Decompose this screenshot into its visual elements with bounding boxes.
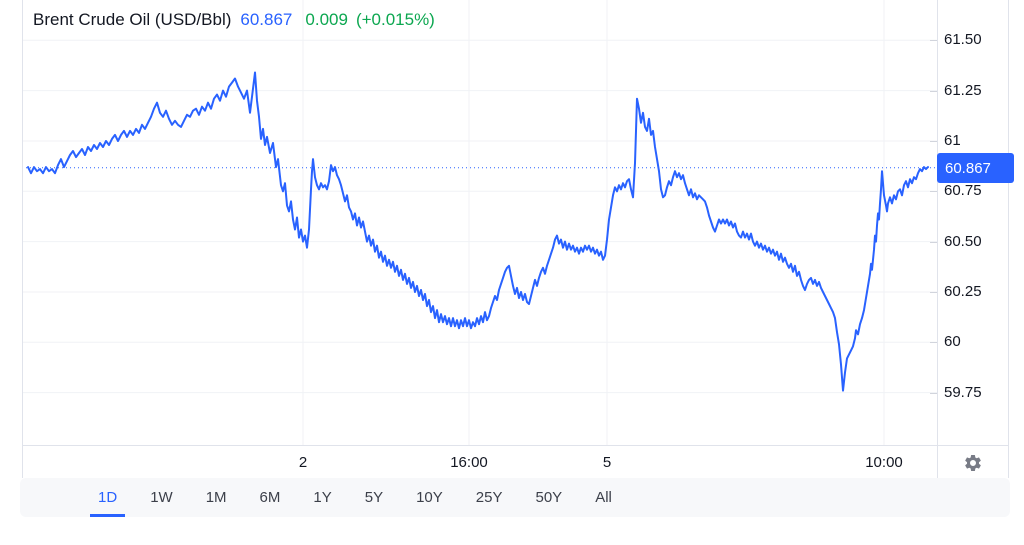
settings-button[interactable] — [962, 452, 984, 474]
time-axis-label: 16:00 — [450, 454, 488, 471]
symbol-title: Brent Crude Oil (USD/Bbl) — [33, 10, 232, 29]
range-tab-10y[interactable]: 10Y — [416, 489, 443, 506]
time-axis-label: 5 — [602, 454, 612, 471]
range-tab-5y[interactable]: 5Y — [364, 489, 384, 506]
price-axis-label: 60 — [944, 333, 961, 351]
range-tab-25y[interactable]: 25Y — [475, 489, 503, 506]
price-change-percent: (+0.015%) — [355, 10, 435, 29]
chart-header: Brent Crude Oil (USD/Bbl) 60.867 0.009 (… — [33, 10, 435, 30]
price-axis-label: 61.25 — [944, 81, 982, 99]
price-axis-label: 61 — [944, 131, 961, 149]
plot-left-border — [22, 0, 23, 478]
current-price-badge: 60.867 — [937, 153, 1014, 183]
widget-right-border — [1008, 0, 1009, 478]
price-axis-border — [937, 0, 938, 478]
price-axis-label: 60.50 — [944, 232, 982, 250]
range-tab-1w[interactable]: 1W — [150, 489, 173, 506]
price-axis-label: 60.25 — [944, 282, 982, 300]
range-tab-6m[interactable]: 6M — [259, 489, 281, 506]
current-price-badge-label: 60.867 — [945, 159, 991, 177]
time-axis-label: 10:00 — [865, 454, 903, 471]
price-axis-label: 59.75 — [944, 383, 982, 401]
gear-icon — [965, 454, 981, 471]
range-tab-all[interactable]: All — [595, 489, 612, 506]
range-tab-50y[interactable]: 50Y — [535, 489, 563, 506]
range-tab-1y[interactable]: 1Y — [313, 489, 332, 506]
price-series-line — [27, 71, 929, 392]
price-axis-label: 61.50 — [944, 31, 982, 49]
chart-plot-area[interactable] — [22, 0, 937, 445]
time-axis-label: 2 — [298, 454, 308, 471]
range-tab-bar: 1D 1W 1M 6M 1Y 5Y 10Y 25Y 50Y All — [20, 478, 1010, 517]
range-tab-1d[interactable]: 1D — [90, 478, 126, 517]
time-axis-border — [22, 445, 1009, 446]
range-tab-1m[interactable]: 1M — [205, 489, 227, 506]
price-change: 0.009 — [305, 10, 348, 29]
price-axis-label: 60.75 — [944, 182, 982, 200]
last-price: 60.867 — [240, 10, 293, 29]
